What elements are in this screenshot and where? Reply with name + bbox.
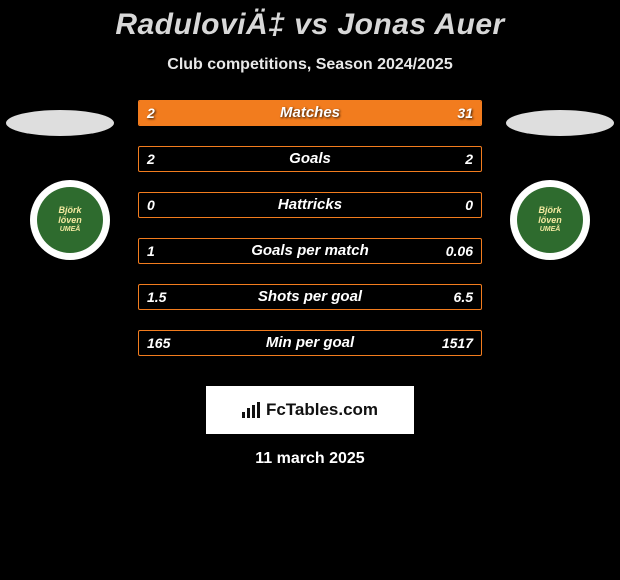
club-logo-text: löven <box>538 216 562 226</box>
date-label: 11 march 2025 <box>0 450 620 468</box>
stat-label: Matches <box>139 101 481 125</box>
stat-label: Goals per match <box>139 239 481 263</box>
fctables-logo: FcTables.com <box>242 400 378 420</box>
stat-row: 1651517Min per goal <box>138 330 482 356</box>
stat-label: Hattricks <box>139 193 481 217</box>
stat-row: 22Goals <box>138 146 482 172</box>
subtitle: Club competitions, Season 2024/2025 <box>0 56 620 74</box>
stat-label: Goals <box>139 147 481 171</box>
club-logo-text: UMEÅ <box>60 226 81 234</box>
stat-bars: 231Matches 22Goals 00Hattricks 10.06Goals p… <box>138 100 482 376</box>
brand-text: FcTables.com <box>266 400 378 420</box>
club-logo-text: löven <box>58 216 82 226</box>
stat-row: 10.06Goals per match <box>138 238 482 264</box>
club-logo-right: Björk löven UMEÅ <box>510 180 590 260</box>
stat-row: 1.56.5Shots per goal <box>138 284 482 310</box>
chart-bars-icon <box>242 402 262 418</box>
page-title: RaduloviÄ‡ vs Jonas Auer <box>0 8 620 42</box>
stat-row: 00Hattricks <box>138 192 482 218</box>
player-left-silhouette <box>6 110 114 136</box>
club-logo-text: UMEÅ <box>540 226 561 234</box>
brand-box: FcTables.com <box>206 386 414 434</box>
stat-label: Shots per goal <box>139 285 481 309</box>
club-logo-left: Björk löven UMEÅ <box>30 180 110 260</box>
player-right-silhouette <box>506 110 614 136</box>
stat-row: 231Matches <box>138 100 482 126</box>
stat-label: Min per goal <box>139 331 481 355</box>
